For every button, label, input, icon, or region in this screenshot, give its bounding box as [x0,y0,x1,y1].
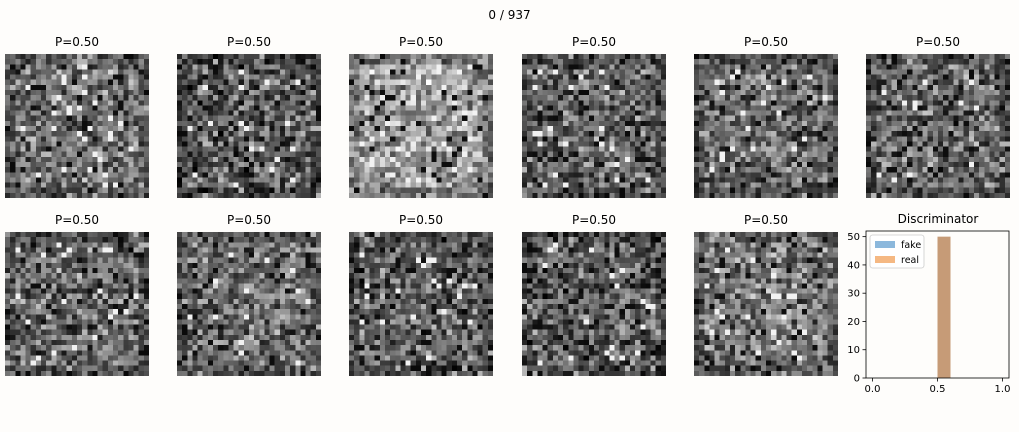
legend-label-real: real [901,255,919,266]
sample-probability-label: P=0.50 [866,35,1010,49]
y-tick-label: 10 [847,345,860,356]
generated-sample-panel: P=0.50 [5,232,149,376]
noise-image [349,232,493,376]
sample-probability-label: P=0.50 [522,35,666,49]
figure-title: 0 / 937 [0,8,1019,22]
noise-image [866,54,1010,198]
noise-image [5,54,149,198]
generated-sample-panel: P=0.50 [5,54,149,198]
generated-sample-panel: P=0.50 [522,54,666,198]
noise-image [177,54,321,198]
sample-probability-label: P=0.50 [5,35,149,49]
x-tick-label: 0.0 [865,384,881,395]
sample-probability-label: P=0.50 [177,213,321,227]
sample-probability-label: P=0.50 [694,213,838,227]
generated-sample-panel: P=0.50 [349,232,493,376]
generated-sample-panel: P=0.50 [866,54,1010,198]
legend-swatch-real [875,256,895,263]
discriminator-histogram: 0 10 20 30 40 50 0.0 0.5 1.0 fake real [840,210,1019,410]
generated-sample-panel: P=0.50 [177,232,321,376]
y-tick-label: 0 [854,374,860,385]
legend-swatch-fake [875,241,895,248]
sample-probability-label: P=0.50 [177,35,321,49]
x-tick-label: 0.5 [930,384,946,395]
sample-probability-label: P=0.50 [522,213,666,227]
y-tick-label: 20 [847,317,860,328]
noise-image [694,54,838,198]
noise-image [349,54,493,198]
sample-probability-label: P=0.50 [349,35,493,49]
noise-image [694,232,838,376]
legend-label-fake: fake [901,240,921,251]
generated-sample-panel: P=0.50 [694,54,838,198]
x-tick-label: 1.0 [995,384,1011,395]
generated-sample-panel: P=0.50 [522,232,666,376]
generated-sample-panel: P=0.50 [177,54,321,198]
noise-image [522,54,666,198]
noise-image [177,232,321,376]
noise-image [522,232,666,376]
histogram-bar [938,237,951,378]
generated-sample-panel: P=0.50 [694,232,838,376]
sample-probability-label: P=0.50 [349,213,493,227]
generated-sample-panel: P=0.50 [349,54,493,198]
y-tick-label: 50 [847,232,860,243]
sample-probability-label: P=0.50 [694,35,838,49]
histogram-title: Discriminator [838,212,1019,226]
noise-image [5,232,149,376]
sample-probability-label: P=0.50 [5,213,149,227]
y-tick-label: 40 [847,260,860,271]
y-tick-label: 30 [847,289,860,300]
